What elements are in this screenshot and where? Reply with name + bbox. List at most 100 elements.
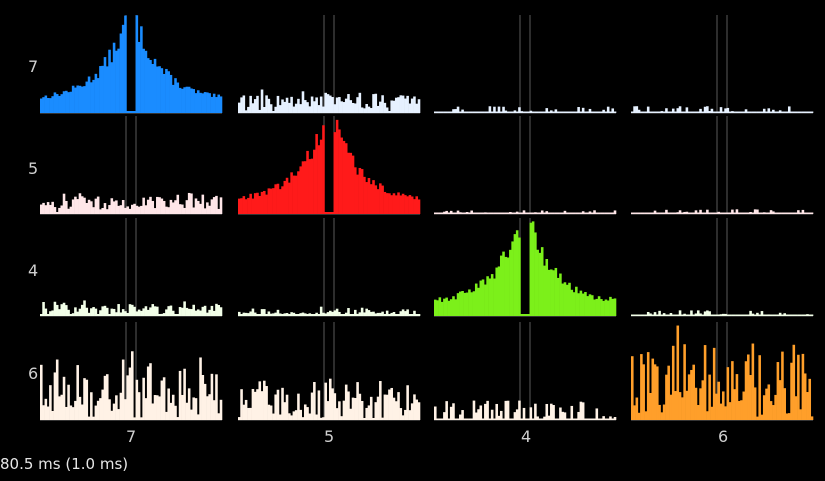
histogram-bar <box>540 247 544 316</box>
histogram-bar <box>131 351 134 420</box>
histogram-bar <box>493 278 496 316</box>
histogram-bar <box>534 212 537 214</box>
histogram-bar <box>319 417 323 420</box>
histogram-bar <box>96 314 100 316</box>
histogram-bar <box>710 212 714 214</box>
histogram-bar <box>190 88 193 113</box>
histogram-bar <box>778 110 782 113</box>
histogram-bar <box>326 212 330 214</box>
histogram-bar <box>685 390 689 420</box>
histogram-bar <box>392 311 396 316</box>
histogram-bar <box>597 418 601 420</box>
histogram-bar <box>149 363 152 420</box>
histogram-bar <box>463 212 467 214</box>
histogram-bar <box>74 400 77 420</box>
histogram-bar <box>256 314 259 316</box>
histogram-bar <box>385 193 389 214</box>
histogram-bar <box>651 314 655 316</box>
histogram-bar <box>417 314 421 316</box>
histogram-bar <box>258 109 262 113</box>
histogram-bar <box>495 267 498 316</box>
histogram-bar <box>472 212 476 214</box>
histogram-bar <box>699 108 702 113</box>
histogram-bar <box>174 200 177 214</box>
histogram-bar <box>547 111 551 113</box>
histogram-bar <box>499 410 503 420</box>
histogram-bar <box>169 74 173 113</box>
histogram-bar <box>408 410 412 420</box>
histogram-bar <box>808 314 812 316</box>
histogram-bar <box>194 398 198 420</box>
histogram-bar <box>69 314 73 316</box>
histogram-bar <box>206 92 209 113</box>
histogram-bar <box>55 212 59 214</box>
histogram-bar <box>613 298 617 316</box>
histogram-bar <box>525 418 528 420</box>
histogram-bar <box>611 108 615 113</box>
histogram-bar <box>165 68 168 113</box>
histogram-bar <box>196 309 200 316</box>
histogram-bar <box>667 111 670 113</box>
histogram-bar <box>381 417 384 420</box>
histogram-bar <box>303 100 307 113</box>
histogram-bar <box>363 108 366 113</box>
histogram-bar <box>785 413 789 420</box>
histogram-bar <box>699 388 702 420</box>
histogram-bar <box>518 212 521 214</box>
histogram-bar <box>497 415 501 420</box>
histogram-bar <box>474 283 478 316</box>
histogram-bar <box>490 111 494 113</box>
histogram-bar <box>543 111 546 113</box>
histogram-bar <box>292 312 296 316</box>
histogram-bar <box>133 111 136 113</box>
histogram-bar <box>497 266 501 316</box>
histogram-bar <box>735 374 739 420</box>
histogram-bar <box>242 196 246 214</box>
histogram-bar <box>135 15 139 113</box>
histogram-bar <box>545 259 549 316</box>
histogram-bar <box>810 212 814 214</box>
panel-6-7 <box>40 322 223 421</box>
histogram-bar <box>167 388 170 420</box>
histogram-bar <box>712 111 716 113</box>
histogram-bar <box>633 212 636 214</box>
histogram-bar <box>210 199 214 214</box>
histogram-bar <box>397 392 400 420</box>
histogram-bar <box>497 106 501 113</box>
histogram-bar <box>631 314 634 316</box>
histogram-bar <box>649 313 652 316</box>
histogram-bar <box>502 106 505 113</box>
histogram-bar <box>410 98 414 113</box>
histogram-bar <box>62 193 66 214</box>
histogram-bar <box>399 195 403 214</box>
histogram-bar <box>53 301 57 316</box>
histogram-bar <box>313 101 316 113</box>
histogram-bar <box>737 314 741 316</box>
histogram-bar <box>156 306 159 316</box>
histogram-bar <box>240 198 243 214</box>
histogram-bar <box>313 314 316 316</box>
histogram-bar <box>434 212 437 214</box>
histogram-bar <box>203 92 207 113</box>
histogram-bar <box>717 381 721 420</box>
histogram-bar <box>778 312 782 316</box>
histogram-bar <box>586 296 589 316</box>
histogram-bar <box>408 195 412 214</box>
histogram-bar <box>488 418 492 420</box>
histogram-bar <box>242 312 246 316</box>
histogram-bar <box>554 212 558 214</box>
histogram-bar <box>434 299 437 316</box>
histogram-bar <box>461 212 464 214</box>
histogram-bar <box>238 417 241 420</box>
histogram-bar <box>406 309 409 316</box>
histogram-bar <box>506 400 510 420</box>
histogram-bar <box>525 111 528 113</box>
histogram-bar <box>46 97 50 113</box>
histogram-bar <box>78 193 82 214</box>
histogram-bar <box>401 95 405 113</box>
histogram-bar <box>90 201 93 214</box>
histogram-bar <box>534 232 537 316</box>
histogram-bar <box>525 212 528 214</box>
histogram-bar <box>486 400 489 420</box>
histogram-bar <box>49 311 52 316</box>
